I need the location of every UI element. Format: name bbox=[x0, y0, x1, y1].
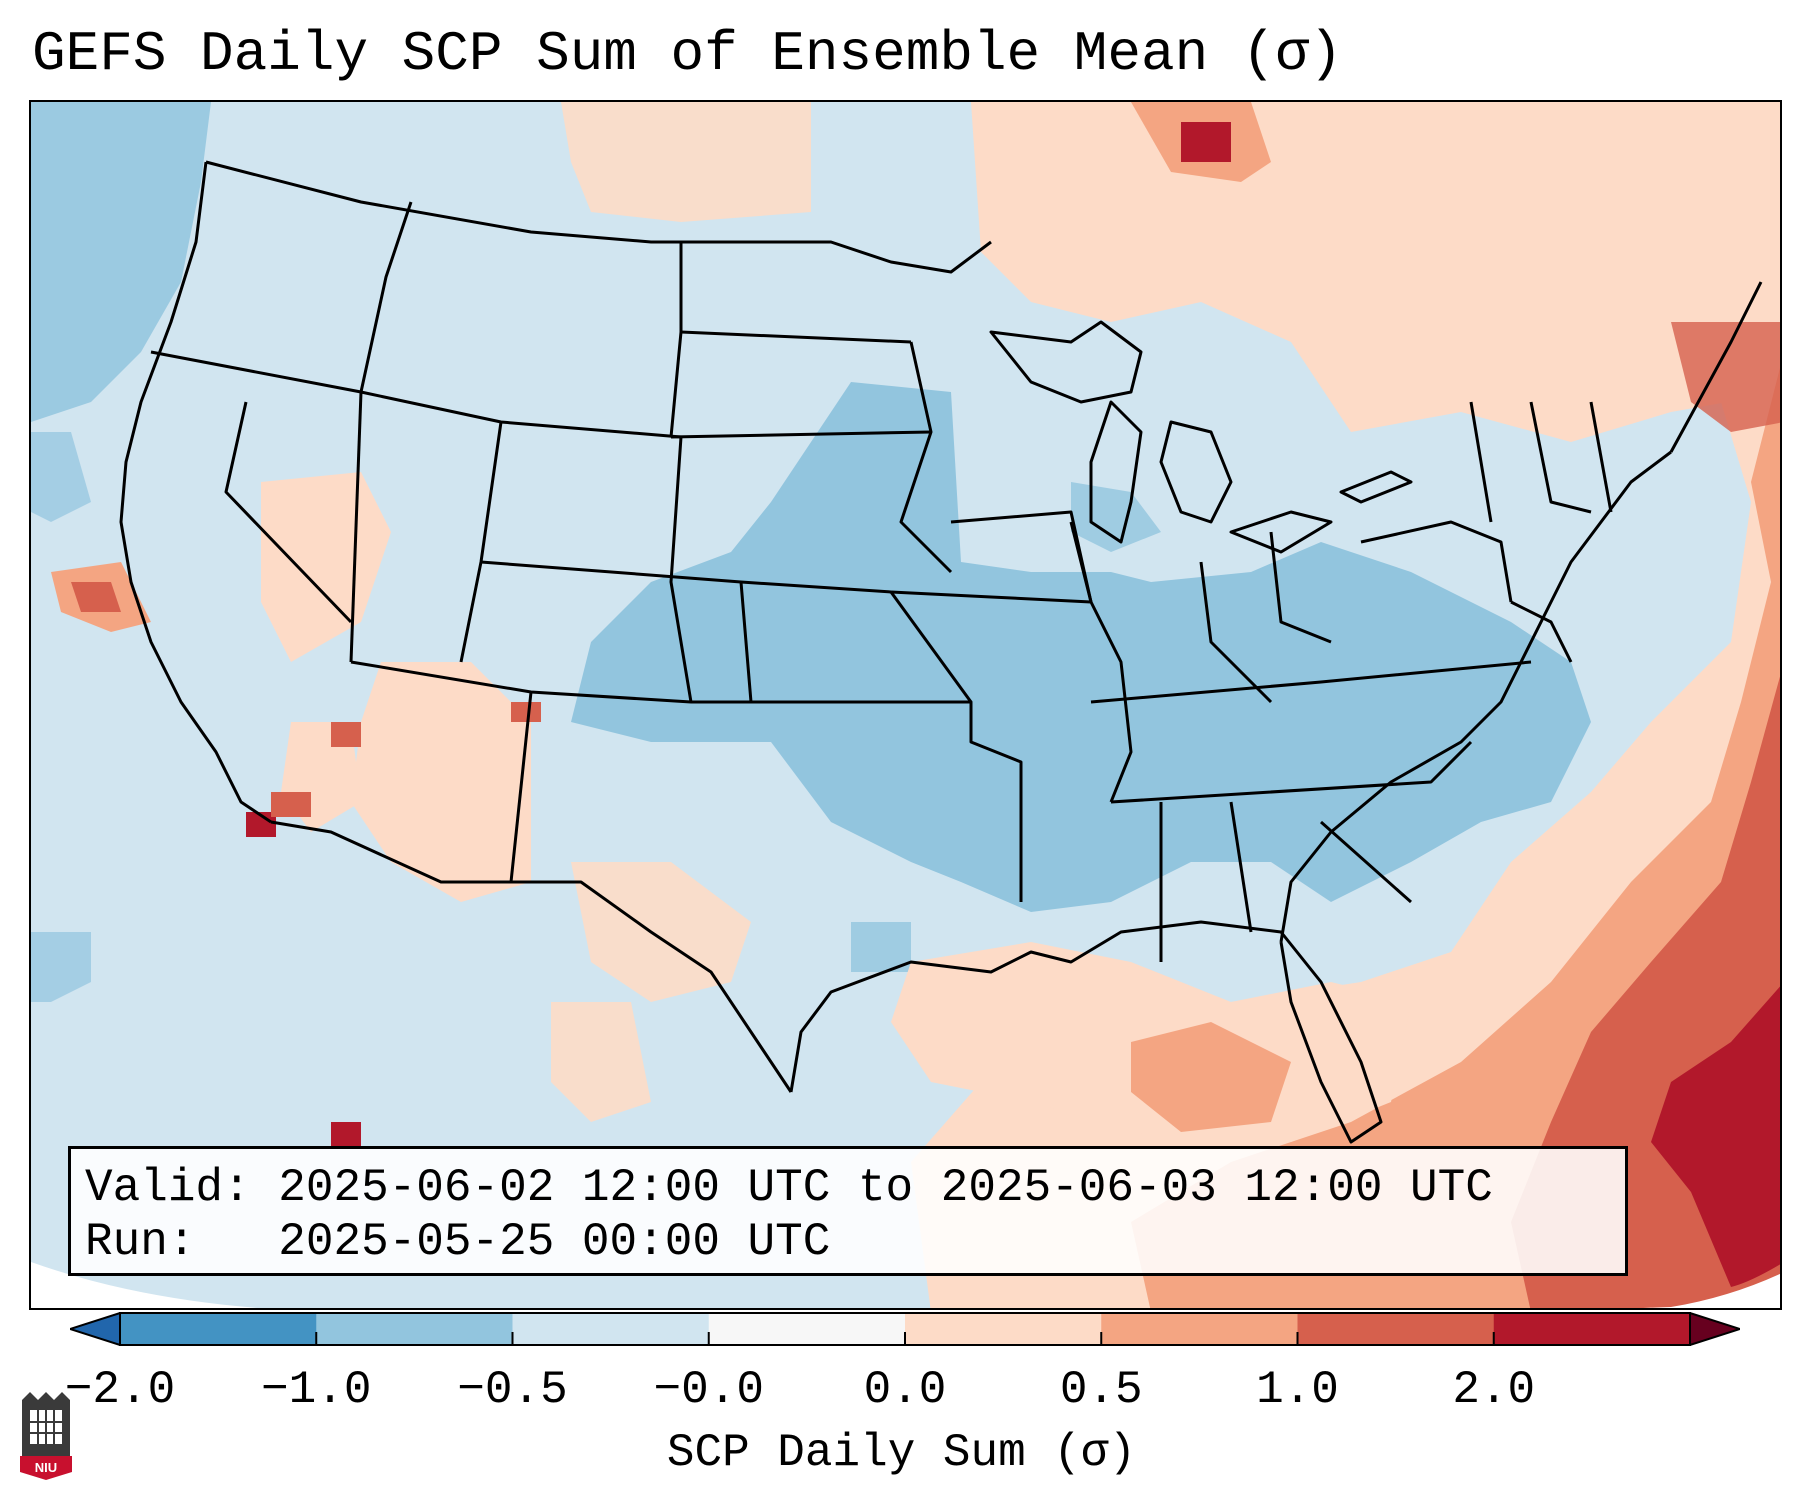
colorbar-tick-label: −2.0 bbox=[64, 1364, 176, 1416]
colorbar-tick-label: −0.0 bbox=[653, 1364, 764, 1416]
run-label: Run: bbox=[85, 1216, 196, 1268]
scp-anomaly-field bbox=[31, 102, 1780, 1308]
colorbar-label: SCP Daily Sum (σ) bbox=[666, 1427, 1137, 1479]
niu-logo-text: NIU bbox=[35, 1460, 57, 1475]
valid-label: Valid: bbox=[85, 1162, 251, 1214]
colorbar-tick-label: −0.5 bbox=[457, 1364, 568, 1416]
niu-logo: NIU bbox=[20, 1392, 72, 1480]
colorbar-tick-label: 2.0 bbox=[1452, 1364, 1536, 1416]
map-canvas bbox=[31, 102, 1780, 1308]
colorbar-tick-label: −1.0 bbox=[261, 1364, 372, 1416]
colorbar-segment bbox=[708, 1313, 906, 1345]
colorbar-segment bbox=[120, 1313, 317, 1345]
colorbar-tick-label: 0.0 bbox=[863, 1364, 947, 1416]
colorbar-segment bbox=[1297, 1313, 1495, 1345]
colorbar-segment bbox=[1101, 1313, 1298, 1345]
valid-value: 2025-06-02 12:00 UTC to 2025-06-03 12:00… bbox=[278, 1162, 1493, 1214]
state-boundaries bbox=[119, 160, 1763, 1144]
map-panel bbox=[29, 100, 1782, 1310]
colorbar-tick-label: 1.0 bbox=[1256, 1364, 1339, 1416]
colorbar bbox=[70, 1312, 1740, 1346]
colorbar-segment bbox=[512, 1313, 710, 1345]
colorbar-extend-low bbox=[70, 1312, 121, 1346]
chart-title: GEFS Daily SCP Sum of Ensemble Mean (σ) bbox=[32, 22, 1343, 86]
run-value: 2025-05-25 00:00 UTC bbox=[278, 1216, 831, 1268]
colorbar-segment bbox=[316, 1313, 513, 1345]
colorbar-segment bbox=[1493, 1313, 1691, 1345]
colorbar-tick-label: 0.5 bbox=[1059, 1364, 1143, 1416]
colorbar-extend-high bbox=[1689, 1312, 1740, 1346]
valid-time-box: Valid: 2025-06-02 12:00 UTC to 2025-06-0… bbox=[68, 1146, 1628, 1276]
colorbar-segment bbox=[905, 1313, 1102, 1345]
